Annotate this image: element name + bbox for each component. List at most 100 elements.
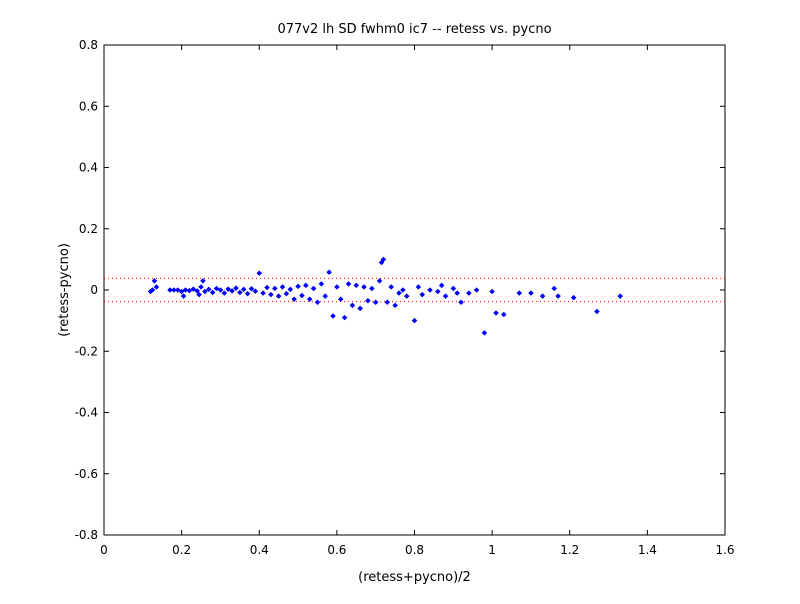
data-point <box>555 293 561 299</box>
data-point <box>481 330 488 336</box>
data-point <box>388 284 395 290</box>
data-point <box>174 287 181 293</box>
data-point <box>411 317 418 324</box>
data-point <box>194 288 201 294</box>
data-point <box>617 293 624 299</box>
y-axis-label: (retess-pycno) <box>57 243 72 337</box>
y-tick-label: 0.8 <box>79 38 98 52</box>
data-point <box>167 287 173 293</box>
data-point <box>302 282 309 289</box>
data-point <box>256 270 263 277</box>
data-point <box>153 284 160 290</box>
x-tick-label: 0.8 <box>405 543 424 557</box>
data-point <box>200 277 206 284</box>
data-point <box>516 290 523 296</box>
data-point <box>260 290 266 296</box>
y-tick-label: 0.4 <box>79 161 98 175</box>
data-point <box>268 291 274 298</box>
data-point <box>380 256 387 263</box>
data-point <box>190 286 197 292</box>
x-tick-label: 1 <box>488 543 496 557</box>
data-point <box>248 285 255 292</box>
data-point <box>361 284 367 290</box>
y-tick-label: -0.8 <box>75 528 98 542</box>
data-point <box>493 310 499 316</box>
x-tick-label: 1.2 <box>560 543 579 557</box>
data-point <box>306 296 313 303</box>
y-tick-label: 0.2 <box>79 222 98 236</box>
x-tick-label: 0.4 <box>250 543 269 557</box>
data-point <box>275 293 282 299</box>
chart-title: 077v2 lh SD fwhm0 ic7 -- retess vs. pycn… <box>277 22 551 37</box>
data-point <box>396 290 402 296</box>
data-point <box>149 287 156 293</box>
data-point <box>180 293 187 299</box>
data-point <box>279 284 286 290</box>
data-point <box>427 287 433 293</box>
y-tick-label: -0.2 <box>75 344 98 358</box>
data-point <box>240 286 247 293</box>
data-point <box>400 287 406 293</box>
data-point <box>314 299 321 306</box>
data-point <box>283 290 290 297</box>
data-point <box>213 285 220 292</box>
data-point <box>196 291 202 298</box>
data-point <box>209 289 216 296</box>
data-point <box>318 281 325 287</box>
data-point <box>198 284 204 290</box>
data-point <box>570 294 577 301</box>
data-point <box>392 302 398 309</box>
data-point <box>205 286 212 293</box>
data-point <box>450 285 457 292</box>
data-point <box>458 299 464 306</box>
y-tick-label: -0.4 <box>75 406 98 420</box>
x-axis-ticks: 0 0.2 0.4 0.6 0.8 1 1.2 1.4 1.6 <box>100 45 735 557</box>
data-point <box>299 292 305 299</box>
data-point <box>233 285 239 292</box>
data-point <box>264 284 270 291</box>
data-point <box>465 290 472 296</box>
data-point <box>330 313 336 319</box>
data-point <box>225 286 232 292</box>
data-point <box>341 314 348 321</box>
x-tick-label: 0.2 <box>172 543 191 557</box>
data-point <box>229 288 235 294</box>
data-point <box>434 288 441 295</box>
data-point <box>217 287 224 293</box>
data-point <box>295 283 301 290</box>
data-point <box>310 285 317 292</box>
x-tick-label: 0 <box>100 543 108 557</box>
data-point <box>438 282 445 289</box>
x-tick-label: 0.6 <box>327 543 346 557</box>
data-point <box>337 296 344 303</box>
y-tick-label: 0 <box>90 283 98 297</box>
data-point <box>349 302 356 309</box>
data-point <box>322 293 329 299</box>
data-point <box>326 269 332 276</box>
x-tick-label: 1.4 <box>638 543 657 557</box>
data-point <box>291 296 298 303</box>
data-point <box>454 290 461 296</box>
data-point <box>345 281 352 287</box>
data-point <box>442 293 449 299</box>
data-point <box>334 284 340 290</box>
data-point <box>489 288 495 295</box>
data-point <box>178 288 185 295</box>
data-point <box>376 277 383 284</box>
data-point <box>372 299 379 306</box>
data-point <box>221 290 228 296</box>
x-tick-label: 1.6 <box>715 543 734 557</box>
data-point <box>171 287 177 293</box>
data-point <box>415 284 422 290</box>
y-tick-label: -0.6 <box>75 467 98 481</box>
x-axis-label: (retess+pycno)/2 <box>358 570 471 585</box>
data-point <box>287 286 294 293</box>
data-point <box>353 282 360 289</box>
data-point <box>365 297 371 304</box>
data-points <box>147 256 624 336</box>
data-point <box>539 293 546 299</box>
data-point <box>244 290 251 297</box>
data-point <box>528 290 534 296</box>
